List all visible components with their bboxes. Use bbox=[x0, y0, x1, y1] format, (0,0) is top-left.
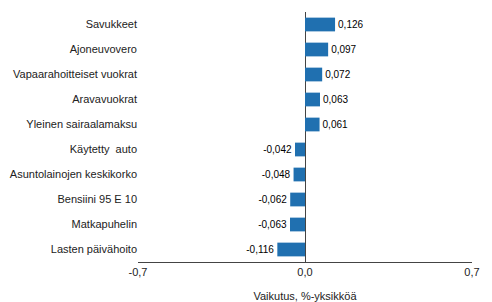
svg-text:0,126: 0,126 bbox=[338, 19, 363, 30]
svg-text:0,0: 0,0 bbox=[297, 266, 312, 278]
svg-text:Yleinen sairaalamaksu: Yleinen sairaalamaksu bbox=[26, 118, 137, 130]
svg-text:Asuntolainojen keskikorko: Asuntolainojen keskikorko bbox=[10, 168, 137, 180]
svg-text:Aravavuokrat: Aravavuokrat bbox=[72, 93, 137, 105]
svg-text:Lasten päivähoito: Lasten päivähoito bbox=[51, 243, 137, 255]
svg-text:0,063: 0,063 bbox=[323, 94, 348, 105]
svg-text:-0,062: -0,062 bbox=[258, 194, 287, 205]
svg-text:Bensiini 95 E 10: Bensiini 95 E 10 bbox=[58, 193, 138, 205]
svg-text:0,7: 0,7 bbox=[464, 266, 479, 278]
svg-text:Matkapuhelin: Matkapuhelin bbox=[72, 218, 137, 230]
svg-text:0,097: 0,097 bbox=[331, 44, 356, 55]
svg-text:Savukkeet: Savukkeet bbox=[86, 18, 137, 30]
svg-text:-0,048: -0,048 bbox=[262, 169, 291, 180]
svg-text:Vapaarahoitteiset vuokrat: Vapaarahoitteiset vuokrat bbox=[13, 68, 137, 80]
svg-text:Käytetty auto: Käytetty auto bbox=[70, 143, 137, 155]
svg-text:0,072: 0,072 bbox=[325, 69, 350, 80]
svg-text:-0,042: -0,042 bbox=[263, 144, 292, 155]
svg-text:-0,116: -0,116 bbox=[246, 244, 274, 255]
svg-text:-0,7: -0,7 bbox=[129, 266, 148, 278]
svg-text:Ajoneuvovero: Ajoneuvovero bbox=[70, 43, 137, 55]
svg-text:-0,063: -0,063 bbox=[258, 219, 287, 230]
svg-text:Vaikutus, %-yksikköä: Vaikutus, %-yksikköä bbox=[253, 290, 357, 302]
svg-text:0,061: 0,061 bbox=[323, 119, 348, 130]
